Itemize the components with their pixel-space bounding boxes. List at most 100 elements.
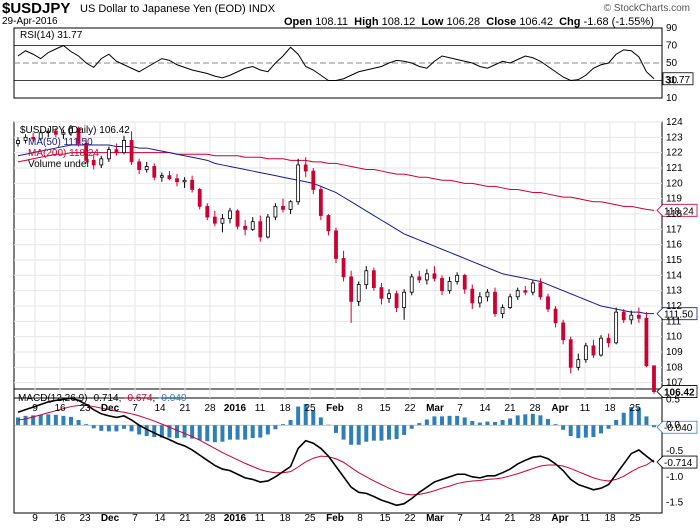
price-y-tick: 123 [666, 132, 683, 143]
macd-hist-bar [591, 425, 596, 438]
ma200-last-value: 118.24 [664, 206, 694, 217]
x-tick-label-price: 28 [204, 403, 216, 414]
macd-hist-bar [38, 414, 43, 426]
macd-hist-bar [606, 425, 611, 429]
candle-body [69, 127, 73, 134]
x-tick-label-macd: 21 [504, 513, 516, 524]
macd-hist-bar [462, 417, 467, 426]
macd-hist-bar [553, 424, 558, 426]
candle-body [311, 170, 316, 190]
ma50-last-value: 111.50 [664, 310, 694, 321]
x-tick-label-macd: 15 [379, 513, 391, 524]
candle-body [636, 314, 641, 319]
candle-body [553, 308, 558, 324]
x-tick-label-price: Apr [551, 403, 568, 414]
brand-logo: © StockCharts.com [603, 3, 690, 14]
macd-hist-bar [273, 425, 278, 430]
x-tick-label-macd: 28 [204, 513, 216, 524]
low-value: 106.28 [446, 16, 481, 28]
rsi-line [17, 44, 655, 82]
macd-hist-bar [258, 425, 263, 438]
instrument-description: US Dollar to Japanese Yen (EOD) [80, 3, 246, 15]
macd-hist-bar [341, 425, 346, 440]
macd-legend-hist: -0.040 [158, 393, 187, 404]
macd-hist-bar [629, 407, 634, 426]
candle-body [530, 282, 535, 293]
candle-body [470, 288, 475, 304]
x-tick-label-price: 8 [357, 403, 363, 414]
macd-hist-bar [205, 425, 210, 442]
x-tick-label-price: 18 [279, 403, 291, 414]
ma200-last-tag [656, 203, 698, 217]
x-tick-label-macd: Dec [101, 513, 120, 524]
macd-hist-bar [417, 423, 422, 426]
candle-body [205, 205, 210, 218]
candle-body [265, 216, 270, 238]
x-tick-label-macd: 2016 [224, 513, 247, 524]
x-tick-label-price: 7 [457, 403, 463, 414]
candle-body [576, 359, 581, 368]
candle-body [258, 221, 263, 238]
macd-hist-bar [167, 425, 172, 438]
candle-body [288, 201, 293, 210]
x-tick-label-price: Mar [426, 403, 444, 414]
x-tick-label-macd: 8 [357, 513, 363, 524]
x-tick-label-price: 9 [32, 403, 38, 414]
candle-body [371, 270, 376, 289]
candle-body [402, 291, 407, 308]
open-label: Open [284, 16, 313, 28]
x-tick-label-macd: 21 [179, 513, 191, 524]
candle-body [182, 179, 187, 183]
macd-hist-bar [515, 415, 520, 426]
macd-y-tick: -1.0 [666, 472, 684, 483]
candle-body [235, 210, 240, 227]
macd-hist-bar [114, 425, 119, 432]
macd-hist-bar [409, 425, 414, 429]
macd-hist-bar [402, 425, 407, 435]
macd-hist-last-value: -0.040 [664, 423, 693, 434]
candle-body [114, 149, 119, 154]
macd-hist-bar [220, 425, 225, 442]
macd-hist-bar [99, 425, 104, 431]
macd-hist-bar [235, 425, 240, 440]
macd-y-tick: -1.5 [666, 498, 684, 509]
macd-hist-bar [379, 425, 384, 441]
macd-hist-bar [182, 425, 187, 438]
x-tick-label-price: 21 [504, 403, 516, 414]
candle-body [159, 175, 164, 178]
ma50-legend: MA(50) 111.50 [28, 137, 93, 148]
candle-body [152, 166, 157, 178]
macd-last-value: -0.714 [664, 458, 693, 469]
x-tick-label-macd: 7 [457, 513, 463, 524]
macd-hist-bar [477, 422, 482, 426]
macd-hist-bar [281, 424, 285, 426]
candle-body [341, 258, 346, 278]
x-tick-label-macd: 14 [154, 513, 166, 524]
candle-body [493, 291, 497, 315]
candle-body [303, 164, 308, 172]
candle-body [591, 345, 596, 356]
macd-hist-bar [614, 420, 619, 426]
x-tick-label-macd: 11 [580, 513, 591, 524]
candle-body [250, 221, 255, 230]
candle-body [53, 130, 58, 135]
x-tick-label-price: 2016 [224, 403, 247, 414]
candle-body [137, 161, 142, 170]
candle-body [500, 307, 505, 315]
macd-hist-bar [455, 415, 460, 426]
macd-hist-bar [364, 425, 369, 442]
candle-body [394, 293, 399, 308]
candle-body [644, 317, 649, 367]
candle-body [447, 281, 452, 292]
macd-hist-bar [212, 425, 217, 443]
macd-hist-bar [106, 425, 111, 432]
x-tick-label-macd: 25 [304, 513, 316, 524]
candle-body [379, 287, 384, 299]
price-y-tick: 121 [666, 163, 683, 174]
macd-hist-bar [23, 415, 28, 426]
x-tick-label-macd: Feb [326, 513, 344, 524]
x-tick-label-macd: 16 [54, 513, 66, 524]
macd-hist-bar [652, 425, 656, 428]
candle-body [106, 149, 111, 160]
price-y-tick: 109 [666, 347, 683, 358]
